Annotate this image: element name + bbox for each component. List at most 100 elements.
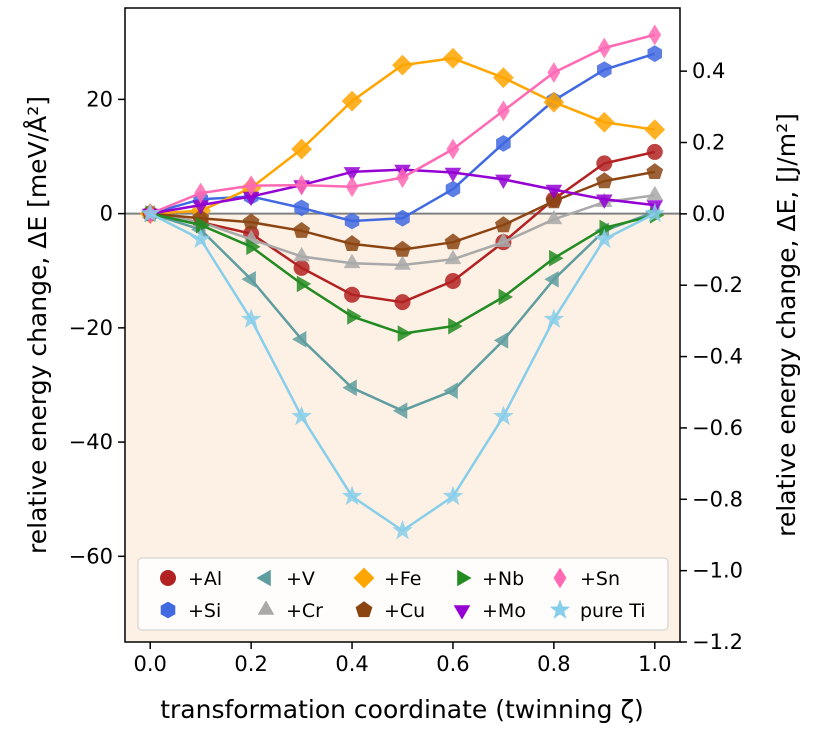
legend-label-pure-ti: pure Ti xyxy=(580,600,646,622)
y-tick-label-right: 0.4 xyxy=(692,59,725,83)
x-tick-label: 0.0 xyxy=(134,652,167,676)
data-point-fe xyxy=(291,138,312,160)
series-pure-ti xyxy=(140,202,665,540)
legend-label-fe: +Fe xyxy=(384,568,422,590)
y-tick-label-right: −0.6 xyxy=(692,416,743,440)
data-point-sn xyxy=(396,167,409,189)
y-tick-label-left: −60 xyxy=(69,544,113,568)
data-point-cu xyxy=(394,240,411,257)
data-point-pure-ti xyxy=(493,405,514,426)
data-point-al xyxy=(394,294,411,311)
data-point-cu xyxy=(495,216,512,233)
legend-marker-cr xyxy=(257,600,275,615)
data-point-sn xyxy=(446,138,460,160)
legend-entry-cu: +Cu xyxy=(355,600,425,622)
data-point-cr xyxy=(495,232,512,247)
data-point-cu xyxy=(646,163,664,179)
x-tick-label: 1.0 xyxy=(638,652,671,676)
data-point-cu xyxy=(444,233,462,250)
legend-label-al: +Al xyxy=(188,568,222,590)
data-point-si xyxy=(294,199,309,217)
series-cu xyxy=(141,163,664,257)
legend-label-cu: +Cu xyxy=(384,600,425,622)
y-tick-label-right: 0.2 xyxy=(692,131,725,155)
data-point-v xyxy=(342,379,357,397)
data-point-nb xyxy=(246,238,261,256)
data-point-si xyxy=(445,180,461,198)
data-point-al xyxy=(293,259,310,276)
data-point-nb xyxy=(296,275,312,293)
legend-entry-si: +Si xyxy=(160,600,221,622)
data-point-al xyxy=(596,155,613,172)
legend-marker-fe xyxy=(353,567,375,589)
x-tick-label: 0.6 xyxy=(436,652,469,676)
data-point-v xyxy=(241,271,256,288)
data-point-mo xyxy=(495,174,512,189)
legend-label-si: +Si xyxy=(188,600,221,622)
legend-entry-v: +V xyxy=(256,568,315,590)
y-tick-label-right: −0.2 xyxy=(692,273,743,297)
data-point-fe xyxy=(593,111,615,133)
data-point-fe xyxy=(442,47,464,69)
data-point-v xyxy=(443,382,458,399)
y-tick-label-right: −1.0 xyxy=(692,559,743,583)
data-point-fe xyxy=(392,54,413,76)
legend-marker-mo xyxy=(453,605,471,620)
data-point-v xyxy=(493,332,509,349)
data-point-sn xyxy=(547,62,561,83)
y-tick-label-left: 0 xyxy=(100,202,113,226)
x-tick-label: 0.2 xyxy=(234,652,267,676)
data-point-cu xyxy=(545,192,563,209)
data-point-cr xyxy=(646,185,664,201)
y-tick-label-right: −1.2 xyxy=(692,630,743,654)
data-point-pure-ti xyxy=(240,308,262,328)
data-point-mo xyxy=(545,184,563,200)
y-axis-label-left: relative energy change, ΔE [meV/Å²] xyxy=(23,96,52,554)
legend-entry-pure-ti: pure Ti xyxy=(549,599,646,622)
data-point-pure-ti xyxy=(140,202,161,223)
data-point-fe xyxy=(493,67,514,89)
legend-label-cr: +Cr xyxy=(286,600,323,622)
legend-label-mo: +Mo xyxy=(482,600,526,622)
legend-entry-sn: +Sn xyxy=(553,567,620,590)
legend: +Al +Si +V +Cr +Fe +Cu +Nb +Mo +Sn pure Ti xyxy=(137,557,669,631)
data-point-v xyxy=(292,331,307,348)
legend-entry-al: +Al xyxy=(160,568,222,590)
legend-entry-fe: +Fe xyxy=(353,567,422,590)
legend-marker-nb xyxy=(457,569,472,587)
data-point-si xyxy=(395,209,410,227)
data-point-pure-ti xyxy=(644,202,665,223)
data-point-si xyxy=(344,212,360,230)
plot-frame xyxy=(124,7,681,643)
data-point-pure-ti xyxy=(594,228,615,249)
x-axis-label: transformation coordinate (twinning ζ) xyxy=(160,695,644,724)
data-point-nb xyxy=(498,288,513,306)
legend-marker-al xyxy=(160,570,176,586)
data-point-cr xyxy=(394,255,411,270)
data-point-cr xyxy=(545,209,563,225)
y-tick-label-right: 0.0 xyxy=(692,202,725,226)
x-tick-label: 0.8 xyxy=(537,652,570,676)
data-point-cr xyxy=(293,246,310,262)
legend-marker-cu xyxy=(355,601,373,618)
data-point-pure-ti xyxy=(291,405,312,426)
data-point-v xyxy=(392,402,408,419)
data-point-v xyxy=(544,271,559,288)
data-point-cu xyxy=(293,222,310,238)
series-line-si xyxy=(149,52,656,223)
data-point-sn xyxy=(244,175,258,197)
y-axis-label-right: relative energy change, ΔE, [J/m²] xyxy=(772,113,801,537)
series-sn xyxy=(143,24,662,225)
data-point-al xyxy=(646,143,663,160)
data-point-pure-ti xyxy=(190,228,211,249)
data-point-mo xyxy=(192,200,209,215)
data-point-fe xyxy=(341,90,363,112)
data-point-cu xyxy=(595,172,613,189)
data-point-pure-ti xyxy=(341,485,363,506)
data-point-nb xyxy=(397,325,413,342)
legend-entry-cr: +Cr xyxy=(257,600,323,622)
data-point-nb xyxy=(347,308,362,325)
data-point-cu xyxy=(242,213,260,230)
legend-marker-pure-ti xyxy=(549,599,571,619)
data-point-si xyxy=(647,45,662,63)
